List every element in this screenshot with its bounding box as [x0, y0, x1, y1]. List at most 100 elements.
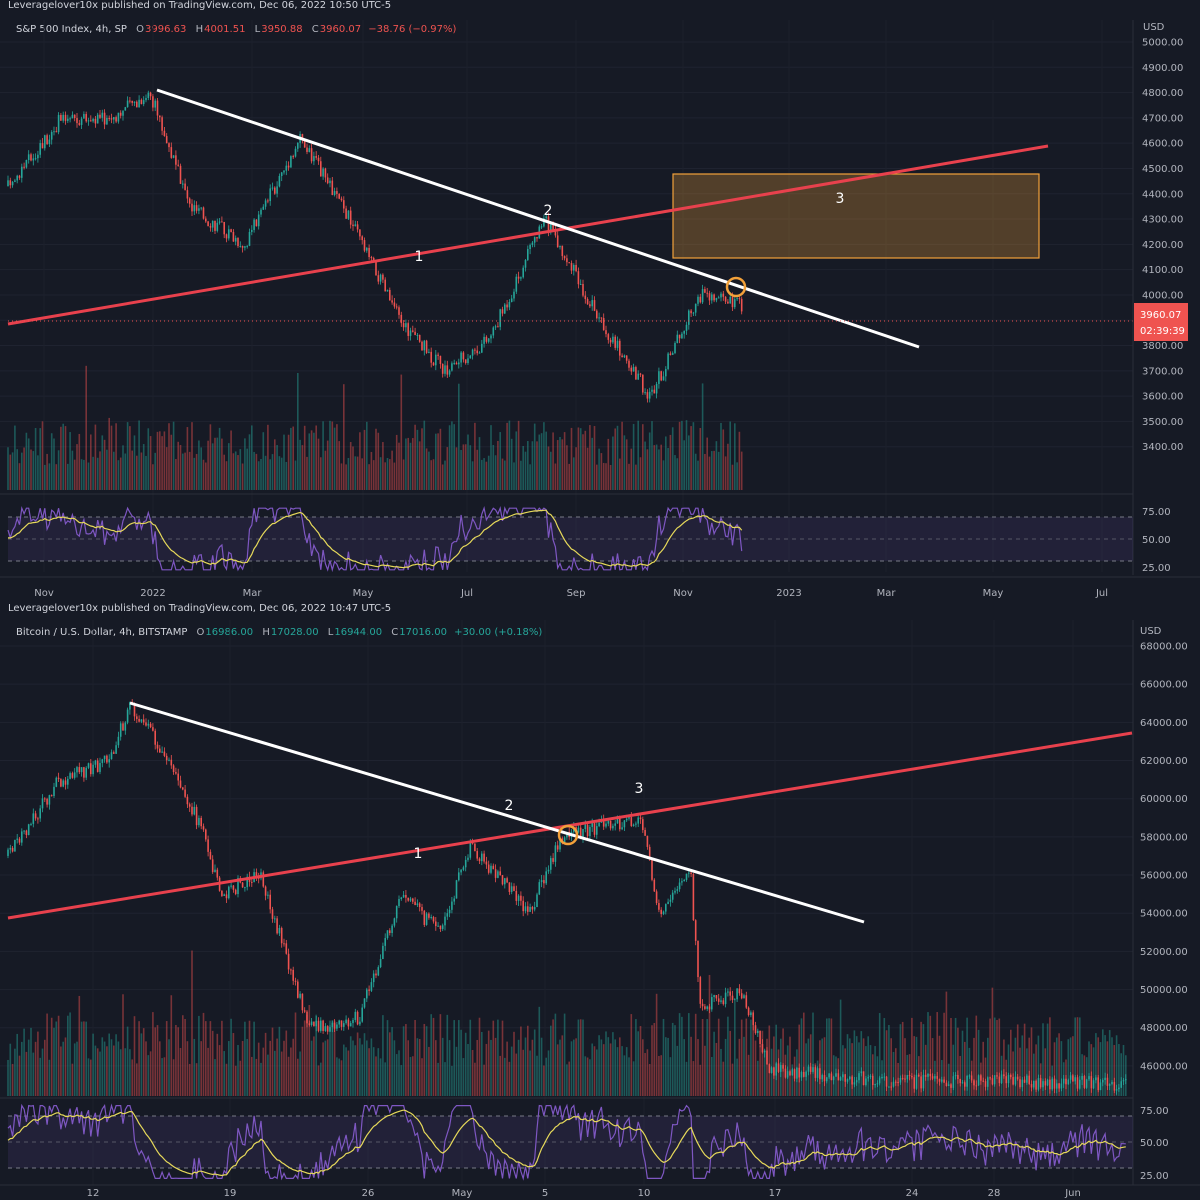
volume-bar	[890, 1038, 892, 1096]
price-axis[interactable]: 5000.004900.004800.004700.004600.004500.…	[1142, 38, 1183, 454]
volume-bar	[1021, 1035, 1024, 1096]
volume-bar	[264, 455, 267, 490]
candle-body	[384, 279, 386, 292]
volume-bar	[722, 429, 725, 490]
candle-body	[389, 930, 391, 933]
candle-body	[416, 903, 419, 906]
candle-body	[30, 154, 32, 161]
spx-chart[interactable]: 1 2 3 5000.004900.004800.004700.004600.0…	[0, 0, 1200, 600]
candle-body	[607, 820, 610, 824]
target-zone[interactable]	[672, 173, 1040, 259]
volume-bar	[432, 459, 435, 490]
volume-bar	[540, 433, 543, 490]
time-axis[interactable]: 12 19 26 May 5 10 17 24 28 Jun	[87, 1188, 1081, 1199]
candle-body	[257, 214, 260, 227]
volume-bar	[320, 457, 322, 490]
volume-bar	[1035, 1044, 1037, 1096]
volume-bar	[782, 1028, 784, 1096]
candle-body	[998, 1076, 1001, 1084]
volume-bar	[892, 1051, 895, 1096]
candle-body	[556, 235, 559, 248]
volume-bar	[945, 991, 948, 1096]
volume-bar	[55, 464, 58, 490]
volume-bar	[455, 1046, 458, 1096]
candle-body	[952, 1076, 955, 1088]
candle-body	[379, 958, 382, 968]
btc-chart[interactable]: 1 2 3 68000.0066000.0064000.0062000.0060…	[0, 600, 1200, 1200]
candle-body	[315, 1020, 317, 1027]
volume-bar	[685, 1061, 688, 1096]
candle-body	[1023, 1079, 1026, 1083]
volume-bar	[78, 433, 81, 490]
candle-body	[274, 918, 276, 920]
candle-body	[106, 117, 108, 125]
volume-bar	[485, 461, 488, 490]
volume-bar	[133, 435, 136, 490]
volume-bar	[667, 447, 669, 490]
symbol-name[interactable]: Bitcoin / U.S. Dollar, 4h, BITSTAMP	[16, 627, 188, 638]
candle-body	[460, 352, 462, 363]
candle-body	[869, 1075, 872, 1078]
support-trendline[interactable]	[7, 144, 1049, 326]
time-axis[interactable]: Nov 2022 Mar May Jul Sep Nov 2023 Mar May Jul	[34, 588, 1108, 599]
volume-bar	[632, 1061, 635, 1096]
candle-body	[464, 859, 467, 868]
volume-bar	[64, 1037, 67, 1096]
volume-bar	[407, 437, 409, 490]
symbol-name[interactable]: S&P 500 Index, 4h, SP	[16, 24, 127, 35]
volume-bar	[552, 432, 554, 490]
time-axis-label: May	[452, 1188, 473, 1199]
candle-body	[467, 857, 469, 860]
candle-body	[451, 901, 453, 910]
volume-bar	[536, 441, 538, 490]
candle-body	[322, 168, 324, 177]
volume-bar	[570, 427, 573, 490]
volume-bar	[506, 422, 508, 490]
candle-body	[372, 973, 375, 983]
resistance-trendline[interactable]	[156, 88, 920, 349]
candle-body	[860, 1071, 863, 1074]
volume-bar	[529, 464, 531, 490]
candle-body	[1033, 1080, 1035, 1088]
resistance-trendline[interactable]	[129, 701, 865, 924]
volume-bar	[205, 1021, 207, 1096]
volume-bar	[1053, 1042, 1056, 1096]
volume-bar	[115, 423, 117, 490]
volume-bar	[996, 1020, 998, 1096]
volume-bar	[596, 1049, 598, 1096]
volume-bar	[73, 1043, 76, 1096]
volume-bar	[451, 421, 453, 490]
price-axis-label: 56000.00	[1140, 871, 1188, 882]
candle-body	[731, 995, 734, 1000]
candle-body	[612, 825, 614, 829]
high-label: H	[195, 24, 204, 35]
candle-body	[306, 1011, 308, 1024]
candle-body	[182, 787, 184, 790]
candle-body	[179, 165, 182, 184]
candle-body	[71, 773, 74, 778]
volume-bar	[131, 450, 133, 490]
volume-bar	[589, 425, 591, 490]
candle-body	[336, 191, 338, 194]
candle-body	[441, 363, 444, 374]
volume-bar	[207, 1047, 209, 1096]
candle-body	[315, 156, 317, 158]
volume-bar	[688, 435, 690, 490]
volume-bar	[605, 463, 607, 490]
candle-body	[262, 206, 265, 210]
candle-body	[331, 180, 334, 195]
volume-bar	[621, 421, 623, 490]
candle-body	[784, 1068, 787, 1078]
volume-bar	[336, 1057, 338, 1096]
candle-body	[237, 237, 239, 247]
time-axis-label: Jul	[460, 588, 473, 599]
candle-body	[124, 722, 127, 731]
volume-bar	[44, 464, 46, 490]
candle-body	[1083, 1076, 1086, 1088]
candle-body	[9, 847, 12, 850]
price-axis[interactable]: 68000.0066000.0064000.0062000.0060000.00…	[1140, 642, 1188, 1073]
candle-body	[338, 1020, 340, 1025]
volume-bar	[556, 440, 559, 490]
price-grid	[0, 620, 1133, 1185]
volume-bar	[642, 1039, 644, 1096]
